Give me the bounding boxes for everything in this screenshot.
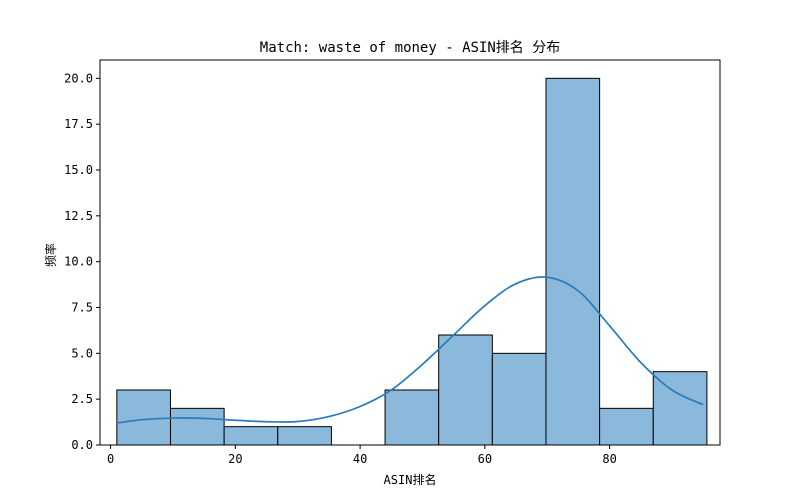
chart-title: Match: waste of money - ASIN排名 分布 xyxy=(260,40,560,56)
y-tick-label: 10.0 xyxy=(64,255,93,269)
histogram-bar-5 xyxy=(384,389,440,446)
x-tick-label: 60 xyxy=(478,452,492,466)
y-tick-label: 5.0 xyxy=(71,346,93,360)
histogram-bar-8 xyxy=(545,77,601,446)
plot-frame xyxy=(99,59,721,446)
y-tick-label: 0.0 xyxy=(71,438,93,452)
histogram-bar-3 xyxy=(277,426,332,446)
histogram-bar-2 xyxy=(223,426,279,446)
y-tick-label: 12.5 xyxy=(64,209,93,223)
y-tick-label: 17.5 xyxy=(64,117,93,131)
x-tick-label: 80 xyxy=(602,452,616,466)
y-tick-label: 20.0 xyxy=(64,71,93,85)
x-axis-ticks: 0 20 40 60 80 xyxy=(107,445,617,466)
x-tick-label: 20 xyxy=(228,452,242,466)
x-tick-label: 0 xyxy=(107,452,114,466)
histogram-bar-7 xyxy=(491,352,547,446)
y-axis-ticks: 0.0 2.5 5.0 7.5 10.0 12.5 15.0 17.5 20.0 xyxy=(64,71,100,452)
x-axis-label: ASIN排名 xyxy=(384,472,437,487)
y-tick-label: 2.5 xyxy=(71,392,93,406)
histogram-bar-1 xyxy=(169,407,225,446)
histogram-bar-10 xyxy=(652,371,708,446)
histogram-bar-0 xyxy=(116,389,171,446)
y-tick-label: 15.0 xyxy=(64,163,93,177)
x-tick-label: 40 xyxy=(353,452,367,466)
kde-curve xyxy=(116,276,704,424)
y-axis-label: 频率 xyxy=(43,243,58,267)
histogram-bar-6 xyxy=(438,334,493,446)
y-tick-label: 7.5 xyxy=(71,301,93,315)
bars-group xyxy=(116,77,708,446)
histogram-bar-9 xyxy=(599,407,654,446)
